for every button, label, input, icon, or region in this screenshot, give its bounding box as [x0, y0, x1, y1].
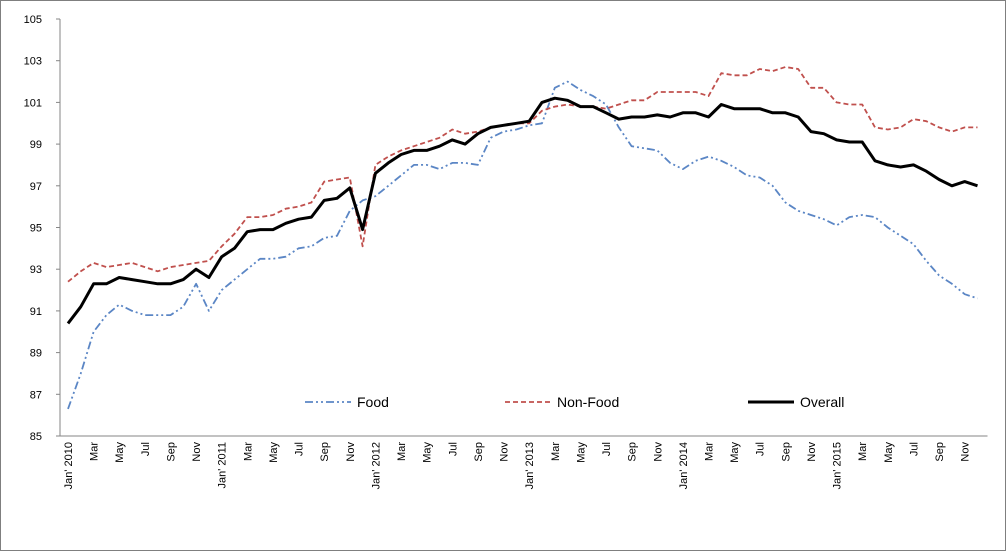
- series-line: [67, 80, 978, 410]
- y-tick-label: 85: [30, 431, 42, 443]
- x-tick-label: Mar: [89, 442, 101, 461]
- y-tick-label: 87: [30, 389, 42, 401]
- x-tick-label: Nov: [652, 442, 664, 462]
- x-tick-label: Jan' 2011: [217, 442, 229, 489]
- x-tick-label: Nov: [191, 442, 203, 462]
- y-tick-label: 103: [24, 56, 42, 68]
- x-tick-label: Jul: [294, 442, 306, 456]
- x-tick-label: Sep: [627, 442, 639, 462]
- series-line: [66, 96, 978, 325]
- x-tick-label: Nov: [499, 442, 511, 462]
- y-tick-label: 101: [24, 97, 42, 109]
- x-tick-label: Jan' 2015: [832, 442, 844, 489]
- x-tick-label: Jan' 2013: [524, 442, 536, 489]
- x-tick-label: Mar: [704, 442, 716, 461]
- x-tick-label: Nov: [345, 442, 357, 462]
- y-tick-label: 105: [24, 14, 42, 26]
- x-tick-label: May: [883, 442, 895, 463]
- x-tick-label: Jul: [601, 442, 613, 456]
- y-tick-label: 97: [30, 181, 42, 193]
- y-tick-label: 95: [30, 223, 42, 235]
- x-tick-label: Mar: [550, 442, 562, 461]
- x-tick-label: Sep: [473, 442, 485, 462]
- x-tick-label: Nov: [960, 442, 972, 462]
- x-tick-label: Sep: [319, 442, 331, 462]
- x-tick-label: May: [729, 442, 741, 463]
- y-tick-label: 99: [30, 139, 42, 151]
- x-tick-label: Jan' 2012: [370, 442, 382, 489]
- x-tick-label: Sep: [934, 442, 946, 462]
- x-tick-label: May: [268, 442, 280, 463]
- x-tick-label: Jul: [755, 442, 767, 456]
- x-tick-label: Jul: [908, 442, 920, 456]
- legend-label: Food: [357, 394, 389, 410]
- x-tick-label: May: [422, 442, 434, 463]
- x-tick-label: Jan' 2014: [678, 442, 690, 489]
- x-tick-label: Sep: [165, 442, 177, 462]
- legend-label: Overall: [800, 394, 844, 410]
- x-tick-label: Mar: [242, 442, 254, 461]
- y-tick-label: 89: [30, 348, 42, 360]
- x-tick-label: Jul: [447, 442, 459, 456]
- x-tick-label: Jul: [140, 442, 152, 456]
- legend-label: Non-Food: [557, 394, 619, 410]
- x-tick-label: May: [575, 442, 587, 463]
- y-tick-label: 91: [30, 306, 42, 318]
- x-tick-label: Mar: [857, 442, 869, 461]
- x-tick-label: Mar: [396, 442, 408, 461]
- x-tick-label: Jan' 2010: [63, 442, 75, 489]
- x-tick-label: May: [114, 442, 126, 463]
- x-tick-label: Sep: [780, 442, 792, 462]
- y-tick-label: 93: [30, 264, 42, 276]
- x-tick-label: Nov: [806, 442, 818, 462]
